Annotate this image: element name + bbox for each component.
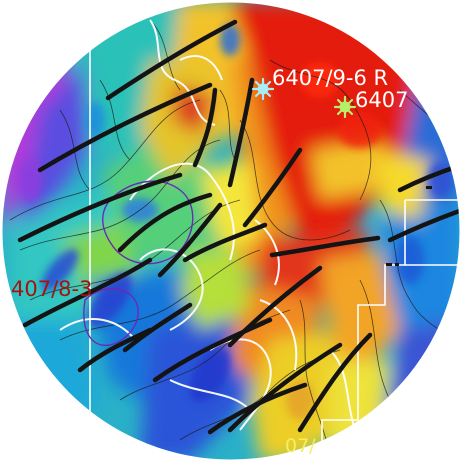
- well-star-icon: [251, 77, 275, 101]
- well-label-south: 07/: [285, 435, 316, 457]
- well-6407-9-6-R[interactable]: 6407/9-6 R: [251, 66, 388, 101]
- well-label-west: 407/8-3: [11, 277, 92, 301]
- well-star-icon: [333, 95, 357, 119]
- fault-lineaments: [17, 19, 460, 435]
- attribute-texture: [18, 24, 452, 420]
- boundary-markers: [386, 186, 432, 266]
- well-6407[interactable]: 6407: [333, 88, 408, 119]
- well-label: 6407/9-6 R: [272, 66, 388, 90]
- well-label: 6407: [355, 88, 408, 112]
- license-boundary: [89, 50, 460, 460]
